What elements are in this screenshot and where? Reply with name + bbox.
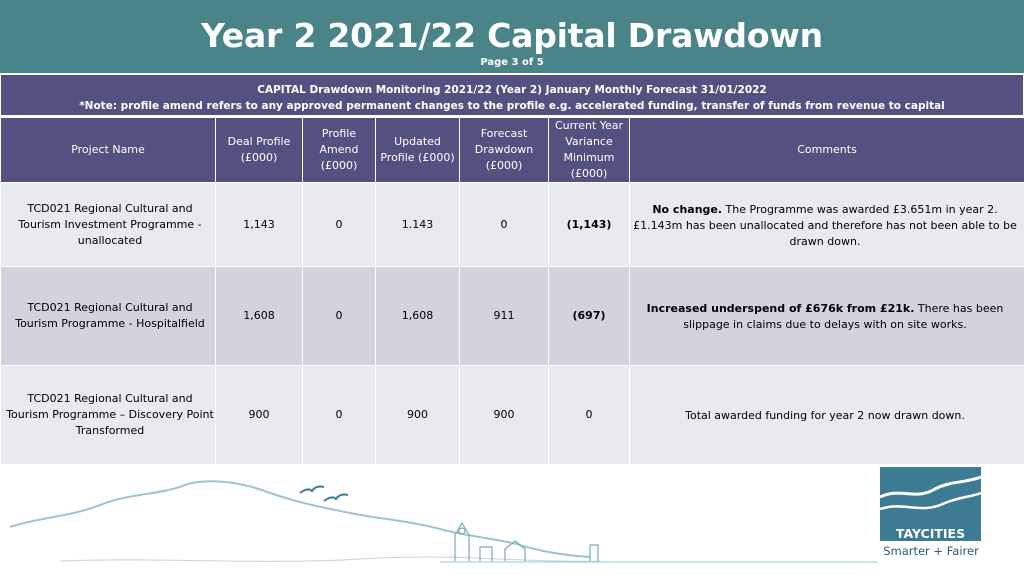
comment-cell: Total awarded funding for year 2 now dra… bbox=[629, 365, 1024, 465]
profile-amend-cell: 0 bbox=[302, 266, 376, 366]
landscape-illustration bbox=[9, 480, 878, 563]
updated-profile-cell: 900 bbox=[375, 365, 460, 465]
updated-profile-cell: 1.143 bbox=[375, 182, 460, 267]
table-row: TCD021 Regional Cultural and Tourism Inv… bbox=[0, 182, 1024, 267]
comment-highlight: Increased underspend of £676k from £21k. bbox=[646, 302, 915, 315]
river-emblem-icon bbox=[879, 475, 982, 511]
deal-profile-cell: 1,143 bbox=[215, 182, 303, 267]
profile-amend-cell: 0 bbox=[302, 182, 376, 267]
table-row: TCD021 Regional Cultural and Tourism Pro… bbox=[0, 266, 1024, 366]
forecast-drawdown-cell: 0 bbox=[459, 182, 549, 267]
table-header-row: Project Name Deal Profile (£000) Profile… bbox=[0, 117, 1024, 183]
monitoring-banner: CAPITAL Drawdown Monitoring 2021/22 (Yea… bbox=[0, 74, 1024, 116]
profile-amend-cell: 0 bbox=[302, 365, 376, 465]
column-header-project-name: Project Name bbox=[0, 117, 216, 183]
page-title: Year 2 2021/22 Capital Drawdown bbox=[201, 16, 823, 55]
banner-heading: CAPITAL Drawdown Monitoring 2021/22 (Yea… bbox=[257, 84, 767, 96]
project-name-cell: TCD021 Regional Cultural and Tourism Pro… bbox=[0, 365, 216, 465]
hill-outline bbox=[9, 480, 591, 558]
logo-wordmark: TAYCITIES bbox=[895, 526, 966, 541]
deal-profile-cell: 1,608 bbox=[215, 266, 303, 366]
logo-emblem: TAYCITIES bbox=[879, 467, 982, 541]
variance-cell: (697) bbox=[548, 266, 630, 366]
title-bar: Year 2 2021/22 Capital Drawdown Page 3 o… bbox=[0, 0, 1024, 73]
project-name-cell: TCD021 Regional Cultural and Tourism Inv… bbox=[0, 182, 216, 267]
variance-cell: (1,143) bbox=[548, 182, 630, 267]
drawdown-table: Project Name Deal Profile (£000) Profile… bbox=[0, 117, 1024, 465]
column-header-deal-profile: Deal Profile (£000) bbox=[215, 117, 303, 183]
column-header-updated-profile: Updated Profile (£000) bbox=[375, 117, 460, 183]
column-header-profile-amend: Profile Amend (£000) bbox=[302, 117, 376, 183]
column-header-comments: Comments bbox=[629, 117, 1024, 183]
comment-cell: No change. The Programme was awarded £3.… bbox=[629, 182, 1024, 267]
comment-highlight: No change. bbox=[652, 202, 723, 216]
column-header-variance: Current Year Variance Minimum (£000) bbox=[548, 117, 630, 183]
bird-icon bbox=[299, 485, 325, 494]
column-header-forecast-drawdown: Forecast Drawdown (£000) bbox=[459, 117, 549, 183]
table-row: TCD021 Regional Cultural and Tourism Pro… bbox=[0, 365, 1024, 465]
deal-profile-cell: 900 bbox=[215, 365, 303, 465]
comment-text: The Programme was awarded £3.651m in yea… bbox=[633, 202, 1017, 248]
project-name-cell: TCD021 Regional Cultural and Tourism Pro… bbox=[0, 266, 216, 366]
forecast-drawdown-cell: 911 bbox=[459, 266, 549, 366]
forecast-drawdown-cell: 900 bbox=[459, 365, 549, 465]
banner-note: *Note: profile amend refers to any appro… bbox=[79, 100, 945, 112]
bird-icon bbox=[323, 493, 349, 502]
comment-cell: Increased underspend of £676k from £21k.… bbox=[629, 266, 1024, 366]
comment-text: Total awarded funding for year 2 now dra… bbox=[685, 409, 965, 422]
page-number: Page 3 of 5 bbox=[480, 57, 544, 68]
updated-profile-cell: 1,608 bbox=[375, 266, 460, 366]
logo-tagline: Smarter + Fairer bbox=[883, 544, 979, 558]
skyline-outline bbox=[454, 521, 599, 561]
comment-text: There has been slippage in claims due to… bbox=[683, 302, 1004, 331]
river-line bbox=[59, 556, 601, 562]
tay-cities-logo: TAYCITIES Smarter + Fairer bbox=[879, 467, 982, 561]
variance-cell: 0 bbox=[548, 365, 630, 465]
